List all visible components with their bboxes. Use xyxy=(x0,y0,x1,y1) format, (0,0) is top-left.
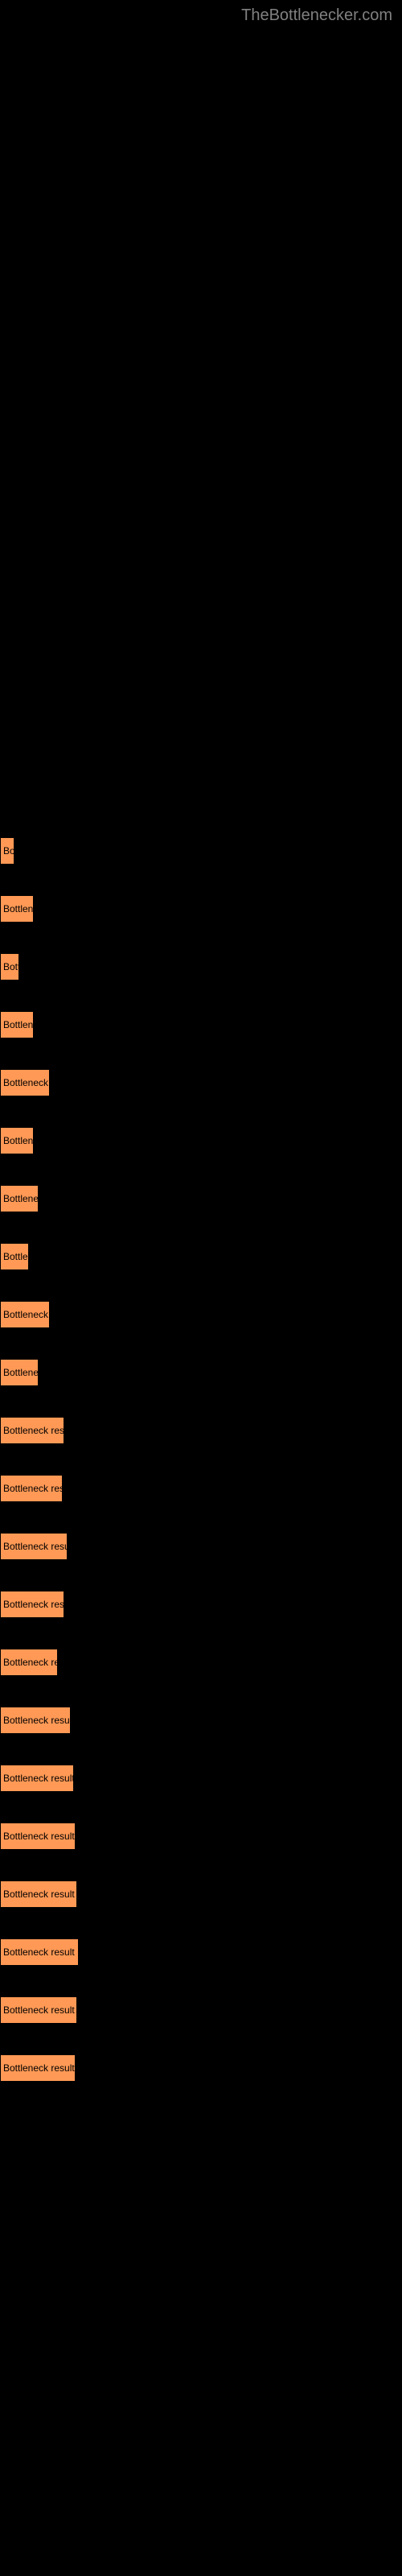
bar-row: Bottleneck re xyxy=(0,1069,402,1096)
bar-16: Bottleneck result xyxy=(0,1765,74,1792)
bar-19: Bottleneck result xyxy=(0,1938,79,1966)
bar-20: Bottleneck result xyxy=(0,1996,77,2024)
bar-row: Bottleneck xyxy=(0,1185,402,1212)
bar-row: Bottleneck result xyxy=(0,1707,402,1734)
bar-6: Bottleneck xyxy=(0,1185,39,1212)
bar-row: Bottleneck result xyxy=(0,1591,402,1618)
bar-10: Bottleneck result xyxy=(0,1417,64,1444)
bar-17: Bottleneck result xyxy=(0,1823,76,1850)
bar-14: Bottleneck resu xyxy=(0,1649,58,1676)
bar-21: Bottleneck result xyxy=(0,2054,76,2082)
bar-row: Bottlene xyxy=(0,895,402,923)
bar-row: Bottleneck result xyxy=(0,1996,402,2024)
bar-row: Bottlenec xyxy=(0,1127,402,1154)
bar-row: Bottleneck result xyxy=(0,1533,402,1560)
bar-1: Bottlene xyxy=(0,895,34,923)
bar-row: Bottleneck result xyxy=(0,1765,402,1792)
bar-chart: Bo Bottlene Bott Bottlenec Bottleneck re… xyxy=(0,0,402,2082)
bar-7: Bottlen xyxy=(0,1243,29,1270)
bar-13: Bottleneck result xyxy=(0,1591,64,1618)
bar-row: Bottleneck result xyxy=(0,1475,402,1502)
bar-row: Bottleneck resu xyxy=(0,1649,402,1676)
bar-12: Bottleneck result xyxy=(0,1533,68,1560)
bar-row: Bottleneck result xyxy=(0,1417,402,1444)
bar-row: Bottlen xyxy=(0,1243,402,1270)
bar-row: Bo xyxy=(0,837,402,865)
bar-row: Bottlenec xyxy=(0,1359,402,1386)
bar-0: Bo xyxy=(0,837,14,865)
bar-11: Bottleneck result xyxy=(0,1475,63,1502)
bar-4: Bottleneck re xyxy=(0,1069,50,1096)
bar-row: Bottleneck re xyxy=(0,1301,402,1328)
bar-row: Bottleneck result xyxy=(0,1823,402,1850)
bar-row: Bottleneck result xyxy=(0,2054,402,2082)
bar-8: Bottleneck re xyxy=(0,1301,50,1328)
bar-row: Bottleneck result xyxy=(0,1938,402,1966)
bar-row: Bott xyxy=(0,953,402,980)
bar-2: Bott xyxy=(0,953,19,980)
watermark-text: TheBottlenecker.com xyxy=(241,6,392,25)
bar-9: Bottlenec xyxy=(0,1359,39,1386)
bar-15: Bottleneck result xyxy=(0,1707,71,1734)
bar-3: Bottlenec xyxy=(0,1011,34,1038)
bar-18: Bottleneck result xyxy=(0,1880,77,1908)
bar-row: Bottleneck result xyxy=(0,1880,402,1908)
bar-5: Bottlenec xyxy=(0,1127,34,1154)
bar-row: Bottlenec xyxy=(0,1011,402,1038)
